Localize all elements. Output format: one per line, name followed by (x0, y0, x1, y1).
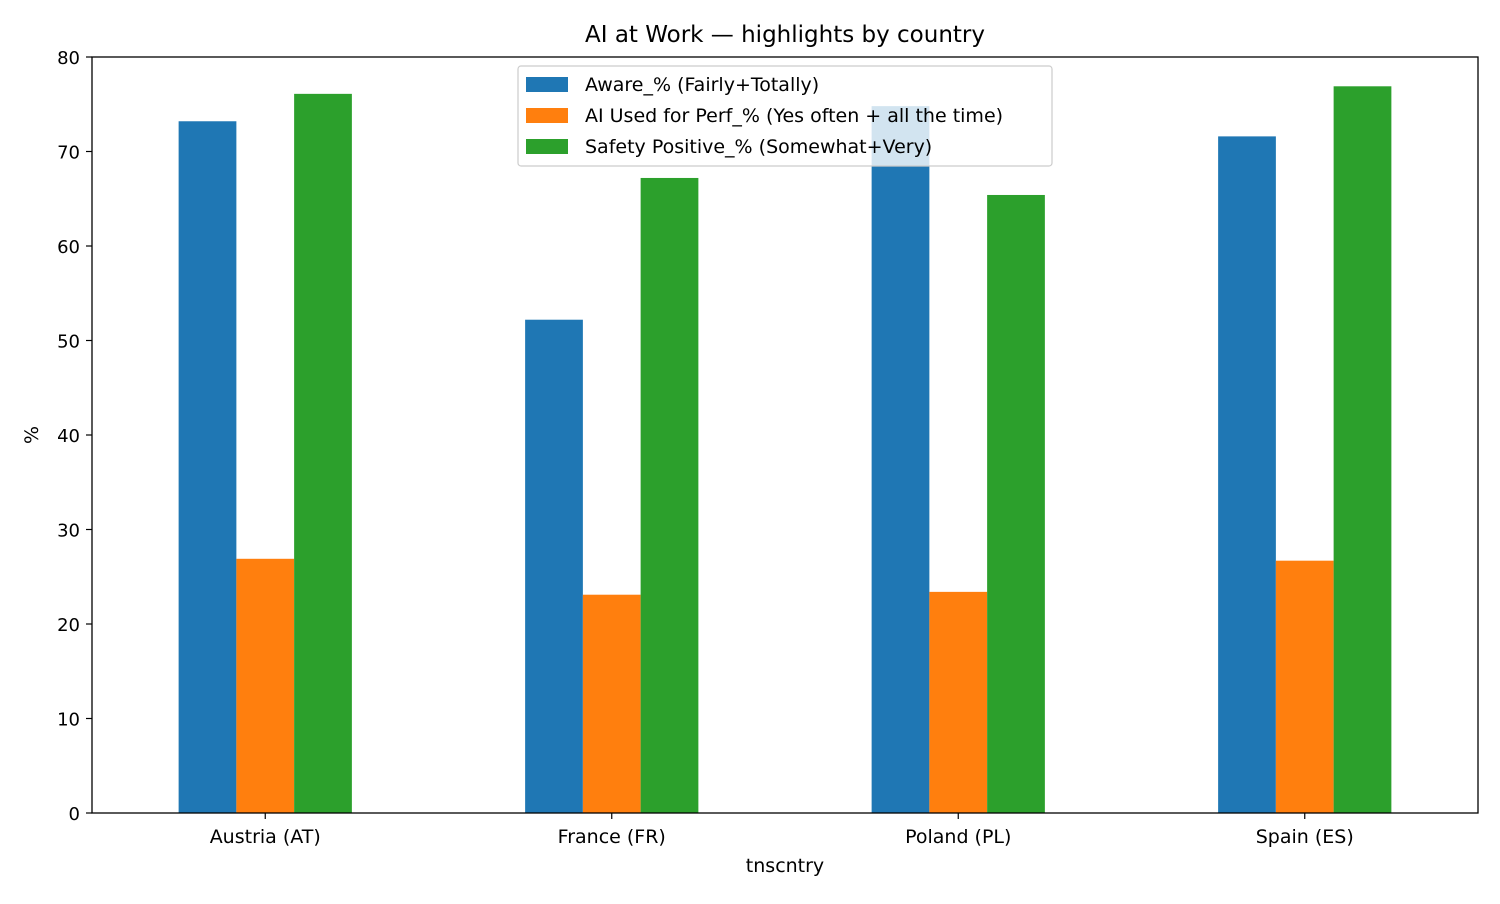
bar-4-1 (1218, 136, 1276, 813)
x-tick-label: Poland (PL) (905, 826, 1011, 848)
x-tick-label: Spain (ES) (1256, 826, 1354, 848)
y-tick-label: 50 (57, 332, 80, 353)
legend-label-1: Aware_% (Fairly+Totally) (585, 74, 819, 96)
legend-label-2: AI Used for Perf_% (Yes often + all the … (585, 105, 1003, 127)
legend-swatch-3 (526, 139, 568, 154)
legend-swatch-1 (526, 77, 568, 92)
y-tick-label: 70 (57, 143, 80, 164)
plot-frame (91, 56, 1479, 814)
bar-2-3 (640, 177, 699, 813)
legend-swatch-2 (526, 108, 568, 123)
y-tick-label: 20 (57, 615, 80, 636)
y-tick-label: 10 (57, 710, 80, 731)
y-tick-label: 60 (57, 237, 80, 258)
bar-1-3 (294, 93, 352, 814)
bar-2-2 (582, 594, 641, 813)
chart-title: AI at Work — highlights by country (585, 22, 985, 48)
x-axis: Austria (AT) France (FR) Poland (PL) Spain … (210, 813, 1354, 848)
y-axis: 0 10 20 30 40 50 60 70 80 (57, 48, 92, 825)
y-tick-label: 0 (69, 804, 80, 825)
y-tick-label: 30 (57, 521, 80, 542)
y-tick-label: 40 (57, 426, 80, 447)
bar-3-3 (987, 194, 1045, 814)
legend: Aware_% (Fairly+Totally) AI Used for Perf… (517, 65, 1053, 167)
bar-1-2 (236, 558, 295, 813)
y-tick-label: 80 (57, 48, 80, 69)
bars-group (178, 86, 1392, 814)
x-axis-label: tnscntry (746, 855, 824, 877)
x-tick-label: France (FR) (558, 826, 666, 848)
bar-3-2 (929, 591, 988, 813)
bar-1-1 (178, 121, 237, 813)
bar-4-2 (1275, 560, 1334, 813)
bar-2-1 (525, 319, 583, 813)
legend-box (517, 65, 1053, 167)
y-axis-label: % (21, 426, 43, 444)
bar-4-3 (1333, 86, 1392, 814)
legend-label-3: Safety Positive_% (Somewhat+Very) (585, 136, 932, 158)
bar-3-1 (871, 106, 930, 813)
x-tick-label: Austria (AT) (210, 826, 321, 848)
